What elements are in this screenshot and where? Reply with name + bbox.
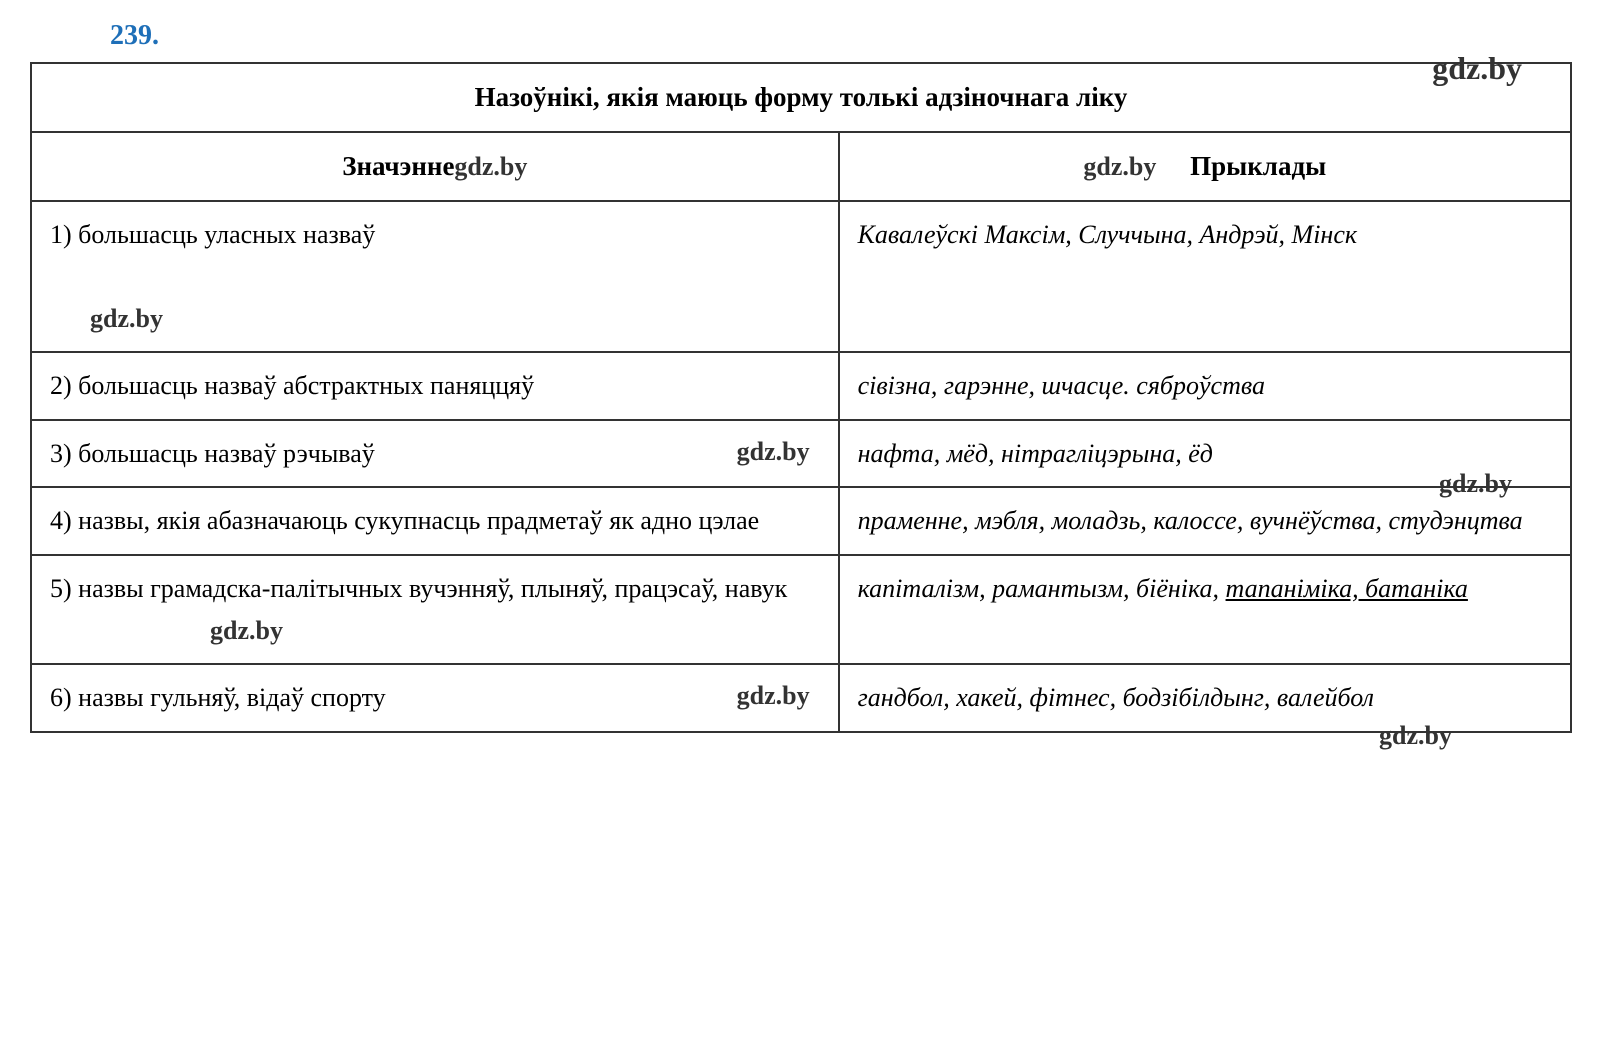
meaning-cell-4: 4) назвы, якія абазначаюць сукупнасць пр… — [31, 487, 839, 555]
watermark-header-left: gdz.by — [454, 152, 527, 181]
meaning-text-3: 3) большасць назваў рэчываў — [50, 439, 375, 468]
main-table: Назоўнікі, якія маюць форму толькі адзін… — [30, 62, 1572, 733]
meaning-text-6: 6) назвы гульняў, відаў спорту — [50, 683, 386, 712]
watermark-row5: gdz.by — [210, 616, 283, 645]
examples-text-5b: тапаніміка, батаніка — [1226, 574, 1468, 603]
watermark-row3-left: gdz.by — [737, 431, 810, 473]
examples-cell-3: нафта, мёд, нітрагліцэрына, ёд gdz.by — [839, 420, 1571, 488]
examples-cell-2: сівізна, гарэнне, шчасце. сяброўства — [839, 352, 1571, 420]
examples-text-6: гандбол, хакей, фітнес, бодзібілдынг, ва… — [858, 683, 1374, 712]
meaning-text-5: 5) назвы грамадска-палітычных вучэнняў, … — [50, 574, 787, 603]
table-row: 3) большасць назваў рэчываў gdz.by нафта… — [31, 420, 1571, 488]
meaning-cell-6: 6) назвы гульняў, відаў спорту gdz.by — [31, 664, 839, 732]
meaning-header: Значэннеgdz.by — [31, 132, 839, 201]
examples-cell-1: Кавалеўскі Максім, Случчына, Андрэй, Мін… — [839, 201, 1571, 352]
table-row: 2) большасць назваў абстрактных паняццяў… — [31, 352, 1571, 420]
watermark-row1: gdz.by — [90, 304, 163, 333]
examples-text-5a: капіталізм, рамантызм, біёніка, — [858, 574, 1226, 603]
meaning-cell-1: 1) большасць уласных назваў gdz.by — [31, 201, 839, 352]
examples-cell-6: гандбол, хакей, фітнес, бодзібілдынг, ва… — [839, 664, 1571, 732]
table-row: 6) назвы гульняў, відаў спорту gdz.by га… — [31, 664, 1571, 732]
watermark-row6-left: gdz.by — [737, 675, 810, 717]
title-row: Назоўнікі, якія маюць форму толькі адзін… — [31, 63, 1571, 132]
meaning-header-text: Значэнне — [342, 151, 454, 181]
meaning-cell-3: 3) большасць назваў рэчываў gdz.by — [31, 420, 839, 488]
table-row: 4) назвы, якія абазначаюць сукупнасць пр… — [31, 487, 1571, 555]
meaning-text-1: 1) большасць уласных назваў — [50, 220, 375, 249]
watermark-header-right: gdz.by — [1083, 152, 1156, 181]
table-title-cell: Назоўнікі, якія маюць форму толькі адзін… — [31, 63, 1571, 132]
meaning-cell-5: 5) назвы грамадска-палітычных вучэнняў, … — [31, 555, 839, 664]
exercise-number: 239. — [110, 20, 1572, 52]
page-wrapper: 239. gdz.by Назоўнікі, якія маюць форму … — [30, 20, 1572, 733]
meaning-cell-2: 2) большасць назваў абстрактных паняццяў — [31, 352, 839, 420]
header-row: Значэннеgdz.by gdz.by Прыклады — [31, 132, 1571, 201]
watermark-row6-right: gdz.by — [1379, 715, 1452, 757]
watermark-top: gdz.by — [1432, 50, 1522, 87]
examples-text-3: нафта, мёд, нітрагліцэрына, ёд — [858, 439, 1213, 468]
examples-cell-5: капіталізм, рамантызм, біёніка, тапанімі… — [839, 555, 1571, 664]
watermark-row3-right: gdz.by — [1439, 463, 1512, 505]
table-row: 1) большасць уласных назваў gdz.by Кавал… — [31, 201, 1571, 352]
examples-header-text: Прыклады — [1190, 151, 1326, 181]
table-row: 5) назвы грамадска-палітычных вучэнняў, … — [31, 555, 1571, 664]
examples-header: gdz.by Прыклады — [839, 132, 1571, 201]
